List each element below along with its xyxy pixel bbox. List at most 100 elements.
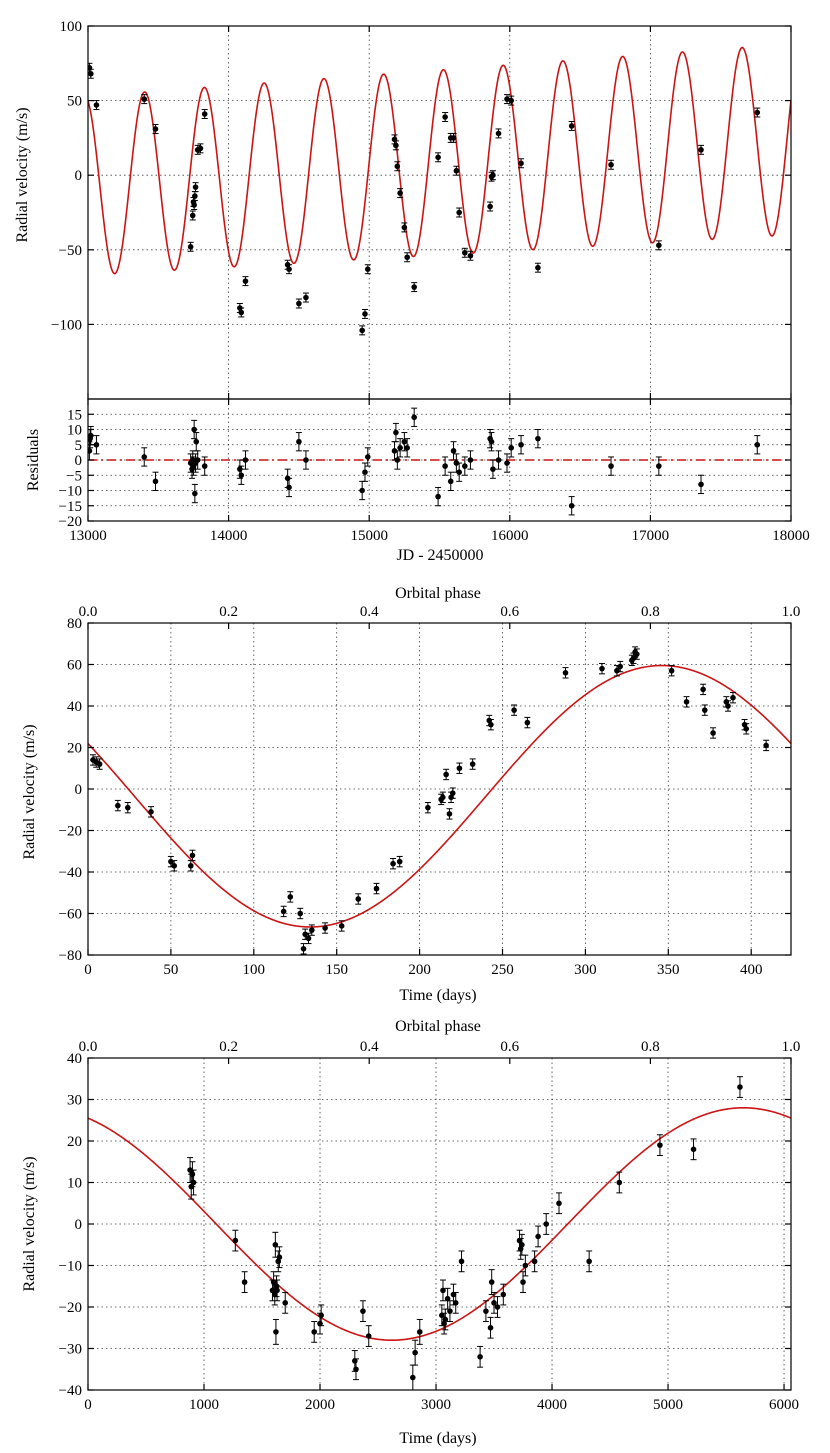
data-point <box>531 1258 538 1265</box>
data-point <box>187 1167 193 1173</box>
data-point <box>189 212 196 219</box>
data-point <box>520 1279 526 1285</box>
data-point <box>456 469 462 476</box>
data-point <box>450 1291 457 1298</box>
data-point <box>242 457 249 463</box>
data-point <box>462 249 468 256</box>
rv-time-series-ytick-label: −100 <box>51 317 82 333</box>
rv-time-series-ytick-label: −50 <box>59 243 82 259</box>
rv-residuals-ytick-label: −5 <box>66 468 82 484</box>
data-point <box>657 1142 663 1148</box>
data-point <box>189 1171 196 1177</box>
rv-ylabel: Radial velocity (m/s) <box>14 107 31 242</box>
data-point <box>353 1366 359 1373</box>
data-point <box>469 761 476 767</box>
phased-long-xtick-label: 4000 <box>537 1397 567 1413</box>
rv-time-series-points <box>88 62 761 336</box>
rv-time-series-model-curve <box>88 46 791 275</box>
phased-short-xtick-label: 150 <box>325 962 348 978</box>
data-point <box>273 1329 279 1335</box>
data-point <box>242 278 249 284</box>
rv-time-series-ytick-label: 100 <box>60 19 83 35</box>
phased-long-xtick-label: 6000 <box>769 1397 799 1413</box>
rv-time-series-panel: Radial velocity (m/s) −100 −50 0 50 100 <box>14 19 792 400</box>
data-point <box>453 167 460 174</box>
rv-residuals-xtick-label: 17000 <box>632 528 670 544</box>
data-point <box>141 96 148 102</box>
data-point <box>488 1279 495 1285</box>
phased-short-xtick-label: 300 <box>574 962 597 978</box>
data-point <box>490 172 496 178</box>
data-point <box>311 1329 318 1335</box>
rv-residuals-points <box>88 407 761 516</box>
data-point <box>487 203 493 210</box>
data-point <box>477 1354 483 1360</box>
phased-long-ytick-label: 20 <box>67 1134 82 1150</box>
data-point <box>435 154 441 161</box>
rv-residuals-ytick-label: 10 <box>67 423 82 439</box>
data-point <box>701 707 708 713</box>
phased-long-ytick-label: −20 <box>59 1300 82 1316</box>
data-point <box>504 460 510 466</box>
data-point <box>287 894 294 900</box>
data-point <box>568 502 575 509</box>
long-ylabel: Radial velocity (m/s) <box>21 1156 38 1291</box>
data-point <box>397 190 403 196</box>
phased-long-top-tick-label: 0.8 <box>641 1039 660 1055</box>
data-point <box>303 457 309 463</box>
phased-short-ytick-label: 60 <box>67 658 82 674</box>
data-point <box>446 811 453 817</box>
phased-short-ytick-label: −20 <box>59 824 82 840</box>
data-point <box>187 862 194 869</box>
data-point <box>456 209 462 216</box>
data-point <box>272 1241 279 1248</box>
phased-short-xtick-label: 100 <box>243 962 266 978</box>
phased-long-panel: Orbital phase Radial velocity (m/s) Time… <box>21 1018 800 1447</box>
data-point <box>535 435 541 442</box>
data-point <box>500 1291 507 1298</box>
phased-long-top-tick-label: 0.2 <box>219 1039 238 1055</box>
data-point <box>737 1084 743 1090</box>
phased-long-xtick-label: 5000 <box>653 1397 683 1413</box>
data-point <box>280 908 287 915</box>
data-point <box>495 457 502 463</box>
phased-long-ytick-label: 10 <box>67 1176 82 1192</box>
data-point <box>273 1283 280 1290</box>
phased-long-points <box>187 1076 743 1390</box>
rv-time-series-ytick-label: 0 <box>75 168 83 184</box>
phased-short-xtick-label: 50 <box>163 962 178 978</box>
data-point <box>494 1304 501 1310</box>
data-point <box>425 804 431 811</box>
data-point <box>276 1254 283 1260</box>
data-point <box>88 448 93 454</box>
phased-long-ytick-label: 40 <box>67 1051 82 1067</box>
phased-short-points <box>89 646 770 955</box>
data-point <box>743 726 750 732</box>
data-point <box>192 184 199 190</box>
data-point <box>467 252 474 259</box>
phased-long-ytick-label: 30 <box>67 1093 82 1109</box>
data-point <box>730 694 736 701</box>
data-point <box>490 466 496 472</box>
data-point <box>96 761 103 767</box>
rv-residuals-xtick-label: 14000 <box>210 528 248 544</box>
data-point <box>562 670 569 676</box>
data-point <box>456 765 463 772</box>
data-point <box>238 472 245 479</box>
data-point <box>608 161 614 168</box>
data-point <box>286 484 292 491</box>
phased-short-xtick-label: 250 <box>491 962 514 978</box>
data-point <box>524 719 531 726</box>
data-point <box>491 1300 497 1306</box>
phased-short-model-curve <box>88 664 791 928</box>
phased-short-top-tick-label: 0.4 <box>360 604 379 620</box>
phased-short-top-tick-label: 0.2 <box>219 604 238 620</box>
data-point <box>201 111 208 117</box>
data-point <box>690 1146 697 1153</box>
data-point <box>274 1287 280 1294</box>
data-point <box>338 923 345 929</box>
data-point <box>412 1349 418 1356</box>
short-ylabel: Radial velocity (m/s) <box>21 724 38 859</box>
data-point <box>364 266 371 272</box>
data-point <box>439 1312 445 1319</box>
